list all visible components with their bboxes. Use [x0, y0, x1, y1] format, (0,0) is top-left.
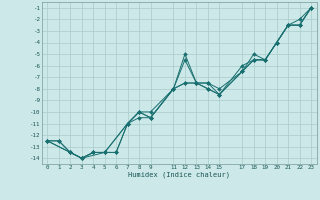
X-axis label: Humidex (Indice chaleur): Humidex (Indice chaleur) — [128, 171, 230, 178]
